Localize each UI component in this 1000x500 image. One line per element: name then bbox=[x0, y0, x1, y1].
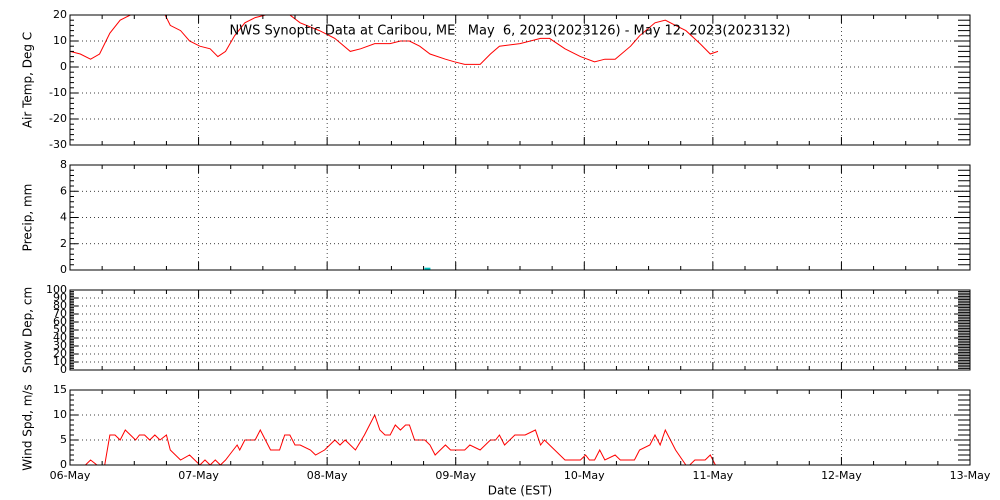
y-tick-label: 20 bbox=[53, 8, 67, 21]
plot-area bbox=[70, 413, 716, 465]
y-tick-label: 2 bbox=[60, 237, 67, 250]
chart-title: NWS Synoptic Data at Caribou, ME May 6, … bbox=[230, 24, 791, 39]
data-line bbox=[70, 15, 719, 65]
plot-area bbox=[424, 267, 431, 270]
y-tick-label: 10 bbox=[53, 355, 67, 368]
y-tick-label: 20 bbox=[53, 347, 67, 360]
y-tick-label: 0 bbox=[60, 60, 67, 73]
data-line bbox=[70, 413, 716, 465]
y-tick-label: 50 bbox=[53, 323, 67, 336]
y-tick-label: 4 bbox=[60, 211, 67, 224]
plot-area bbox=[70, 15, 719, 65]
y-tick-label: 70 bbox=[53, 307, 67, 320]
y-tick-label: -10 bbox=[49, 86, 67, 99]
y-tick-label: 30 bbox=[53, 339, 67, 352]
plot-frame bbox=[69, 389, 971, 466]
y-tick-label: 6 bbox=[60, 184, 67, 197]
plot-frame bbox=[69, 289, 971, 371]
x-tick-label: 13-May bbox=[950, 469, 991, 482]
y-tick-label: 40 bbox=[53, 331, 67, 344]
x-tick-label: 11-May bbox=[692, 469, 733, 482]
x-tick-label: 10-May bbox=[564, 469, 605, 482]
y-tick-label: 0 bbox=[60, 363, 67, 376]
y-tick-label: -20 bbox=[49, 112, 67, 125]
y-axis-label: Precip, mm bbox=[21, 184, 35, 252]
y-tick-label: 5 bbox=[60, 433, 67, 446]
y-tick-label: 0 bbox=[60, 458, 67, 471]
y-tick-label: -30 bbox=[49, 138, 67, 151]
y-axis-label: Snow Dep, cm bbox=[21, 287, 35, 373]
y-tick-label: 60 bbox=[53, 315, 67, 328]
x-tick-label: 06-May bbox=[50, 469, 91, 482]
plot-frame bbox=[69, 164, 971, 271]
y-tick-label: 80 bbox=[53, 299, 67, 312]
x-tick-label: 12-May bbox=[821, 469, 862, 482]
y-axis-label: Wind Spd, m/s bbox=[21, 384, 35, 470]
x-tick-label: 08-May bbox=[307, 469, 348, 482]
bar bbox=[424, 267, 431, 270]
x-tick-label: 09-May bbox=[435, 469, 476, 482]
y-tick-label: 90 bbox=[53, 291, 67, 304]
x-axis-label: Date (EST) bbox=[488, 484, 552, 498]
x-tick-label: 07-May bbox=[178, 469, 219, 482]
y-axis-label: Air Temp, Deg C bbox=[21, 32, 35, 128]
y-tick-label: 0 bbox=[60, 263, 67, 276]
plot-frame bbox=[69, 14, 971, 146]
y-tick-label: 15 bbox=[53, 383, 67, 396]
y-tick-label: 100 bbox=[46, 283, 67, 296]
y-tick-label: 10 bbox=[53, 34, 67, 47]
y-tick-label: 10 bbox=[53, 408, 67, 421]
y-tick-label: 8 bbox=[60, 158, 67, 171]
